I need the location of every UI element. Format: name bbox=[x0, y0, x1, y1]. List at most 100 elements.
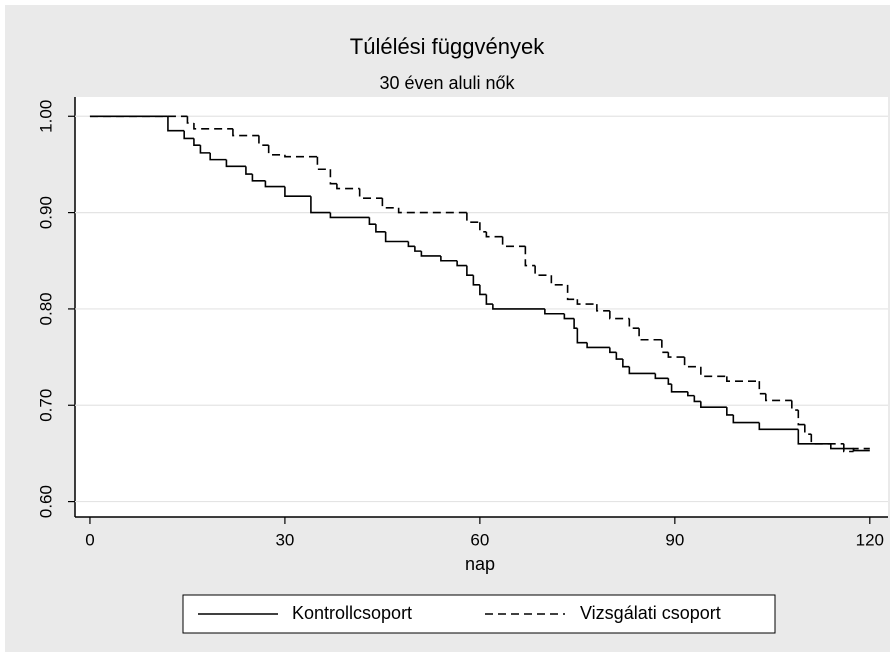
survival-step bbox=[232, 128, 259, 137]
survival-step bbox=[193, 138, 201, 146]
y-tick-label: 0.90 bbox=[36, 196, 55, 229]
survival-step bbox=[466, 212, 480, 224]
survival-step bbox=[830, 443, 854, 450]
survival-step bbox=[466, 265, 474, 277]
survival-step bbox=[534, 265, 552, 277]
survival-step bbox=[284, 154, 318, 158]
survival-step bbox=[700, 401, 727, 408]
survival-step bbox=[479, 222, 487, 233]
survival-step bbox=[524, 246, 536, 267]
survival-step bbox=[700, 366, 727, 378]
survival-step bbox=[693, 395, 701, 403]
y-tick-label: 0.70 bbox=[36, 389, 55, 422]
survival-step bbox=[615, 352, 623, 360]
survival-step bbox=[670, 384, 688, 393]
survival-step bbox=[804, 424, 812, 435]
survival-step bbox=[209, 152, 227, 161]
survival-step bbox=[420, 251, 441, 257]
survival-step bbox=[628, 366, 656, 375]
survival-step bbox=[186, 116, 194, 124]
survival-step bbox=[479, 284, 487, 296]
survival-step bbox=[758, 381, 766, 395]
x-tick-label: 60 bbox=[470, 530, 489, 549]
survival-step bbox=[687, 391, 695, 397]
x-tick-label: 90 bbox=[665, 530, 684, 549]
survival-step bbox=[550, 275, 568, 286]
survival-step bbox=[492, 304, 545, 310]
survival-step bbox=[667, 352, 685, 358]
survival-step bbox=[472, 275, 480, 286]
survival-step bbox=[683, 357, 701, 368]
survival-step bbox=[199, 145, 211, 154]
y-tick-label: 0.80 bbox=[36, 292, 55, 325]
survival-step bbox=[609, 347, 617, 354]
survival-step bbox=[245, 166, 253, 175]
survival-step bbox=[316, 156, 331, 171]
survival-step bbox=[225, 159, 246, 168]
survival-step bbox=[251, 174, 266, 182]
survival-step bbox=[791, 400, 799, 411]
legend bbox=[182, 594, 776, 634]
x-tick-label: 30 bbox=[275, 530, 294, 549]
survival-step bbox=[440, 255, 458, 262]
x-axis-label: nap bbox=[465, 554, 495, 574]
survival-step bbox=[667, 378, 672, 385]
survival-step bbox=[596, 304, 610, 312]
survival-step bbox=[501, 236, 526, 248]
y-tick-label: 1.00 bbox=[36, 100, 55, 133]
survival-step bbox=[732, 414, 760, 424]
chart-title: Túlélési függvények bbox=[350, 34, 545, 59]
survival-step bbox=[258, 135, 269, 146]
legend-label: Kontrollcsoport bbox=[292, 603, 412, 623]
survival-step bbox=[310, 196, 331, 214]
survival-step bbox=[843, 443, 854, 453]
survival-step bbox=[628, 318, 640, 329]
survival-step bbox=[414, 246, 422, 252]
survival-step bbox=[661, 339, 669, 354]
survival-step bbox=[563, 313, 575, 320]
survival-step bbox=[267, 145, 285, 156]
chart-subtitle: 30 éven aluli nők bbox=[379, 73, 515, 93]
survival-step bbox=[586, 342, 610, 349]
survival-step bbox=[375, 224, 386, 233]
survival-step bbox=[654, 373, 669, 380]
survival-step bbox=[284, 186, 311, 198]
survival-step bbox=[384, 231, 409, 243]
survival-step bbox=[726, 376, 760, 382]
survival-step bbox=[609, 310, 630, 320]
x-tick-label: 0 bbox=[85, 530, 94, 549]
survival-step bbox=[264, 180, 285, 188]
survival-step bbox=[397, 207, 467, 214]
survival-step bbox=[566, 284, 578, 301]
survival-step bbox=[485, 294, 493, 305]
survival-step bbox=[765, 393, 792, 402]
survival-step bbox=[336, 183, 360, 190]
plot-region bbox=[75, 97, 888, 517]
survival-step bbox=[797, 410, 805, 426]
survival-step bbox=[576, 299, 597, 305]
survival-step bbox=[485, 231, 503, 238]
survival-step bbox=[852, 447, 870, 452]
survival-step bbox=[329, 212, 370, 219]
survival-step bbox=[456, 260, 467, 267]
survival-step bbox=[358, 188, 383, 199]
x-tick-label: 120 bbox=[856, 530, 884, 549]
survival-step bbox=[758, 422, 799, 431]
survival-step bbox=[638, 328, 662, 341]
survival-step bbox=[576, 328, 588, 344]
survival-step bbox=[193, 123, 233, 130]
survival-step bbox=[810, 434, 844, 445]
survival-step bbox=[622, 359, 630, 368]
survival-step bbox=[368, 217, 376, 225]
survival-step bbox=[726, 407, 734, 416]
survival-step bbox=[544, 308, 565, 315]
survival-step bbox=[407, 241, 415, 248]
survival-step bbox=[573, 318, 578, 329]
legend-label: Vizsgálati csoport bbox=[580, 603, 721, 623]
y-tick-label: 0.60 bbox=[36, 485, 55, 518]
survival-step bbox=[381, 198, 399, 209]
survival-step bbox=[329, 169, 337, 185]
survival-step bbox=[183, 130, 194, 140]
survival-step bbox=[167, 116, 185, 132]
